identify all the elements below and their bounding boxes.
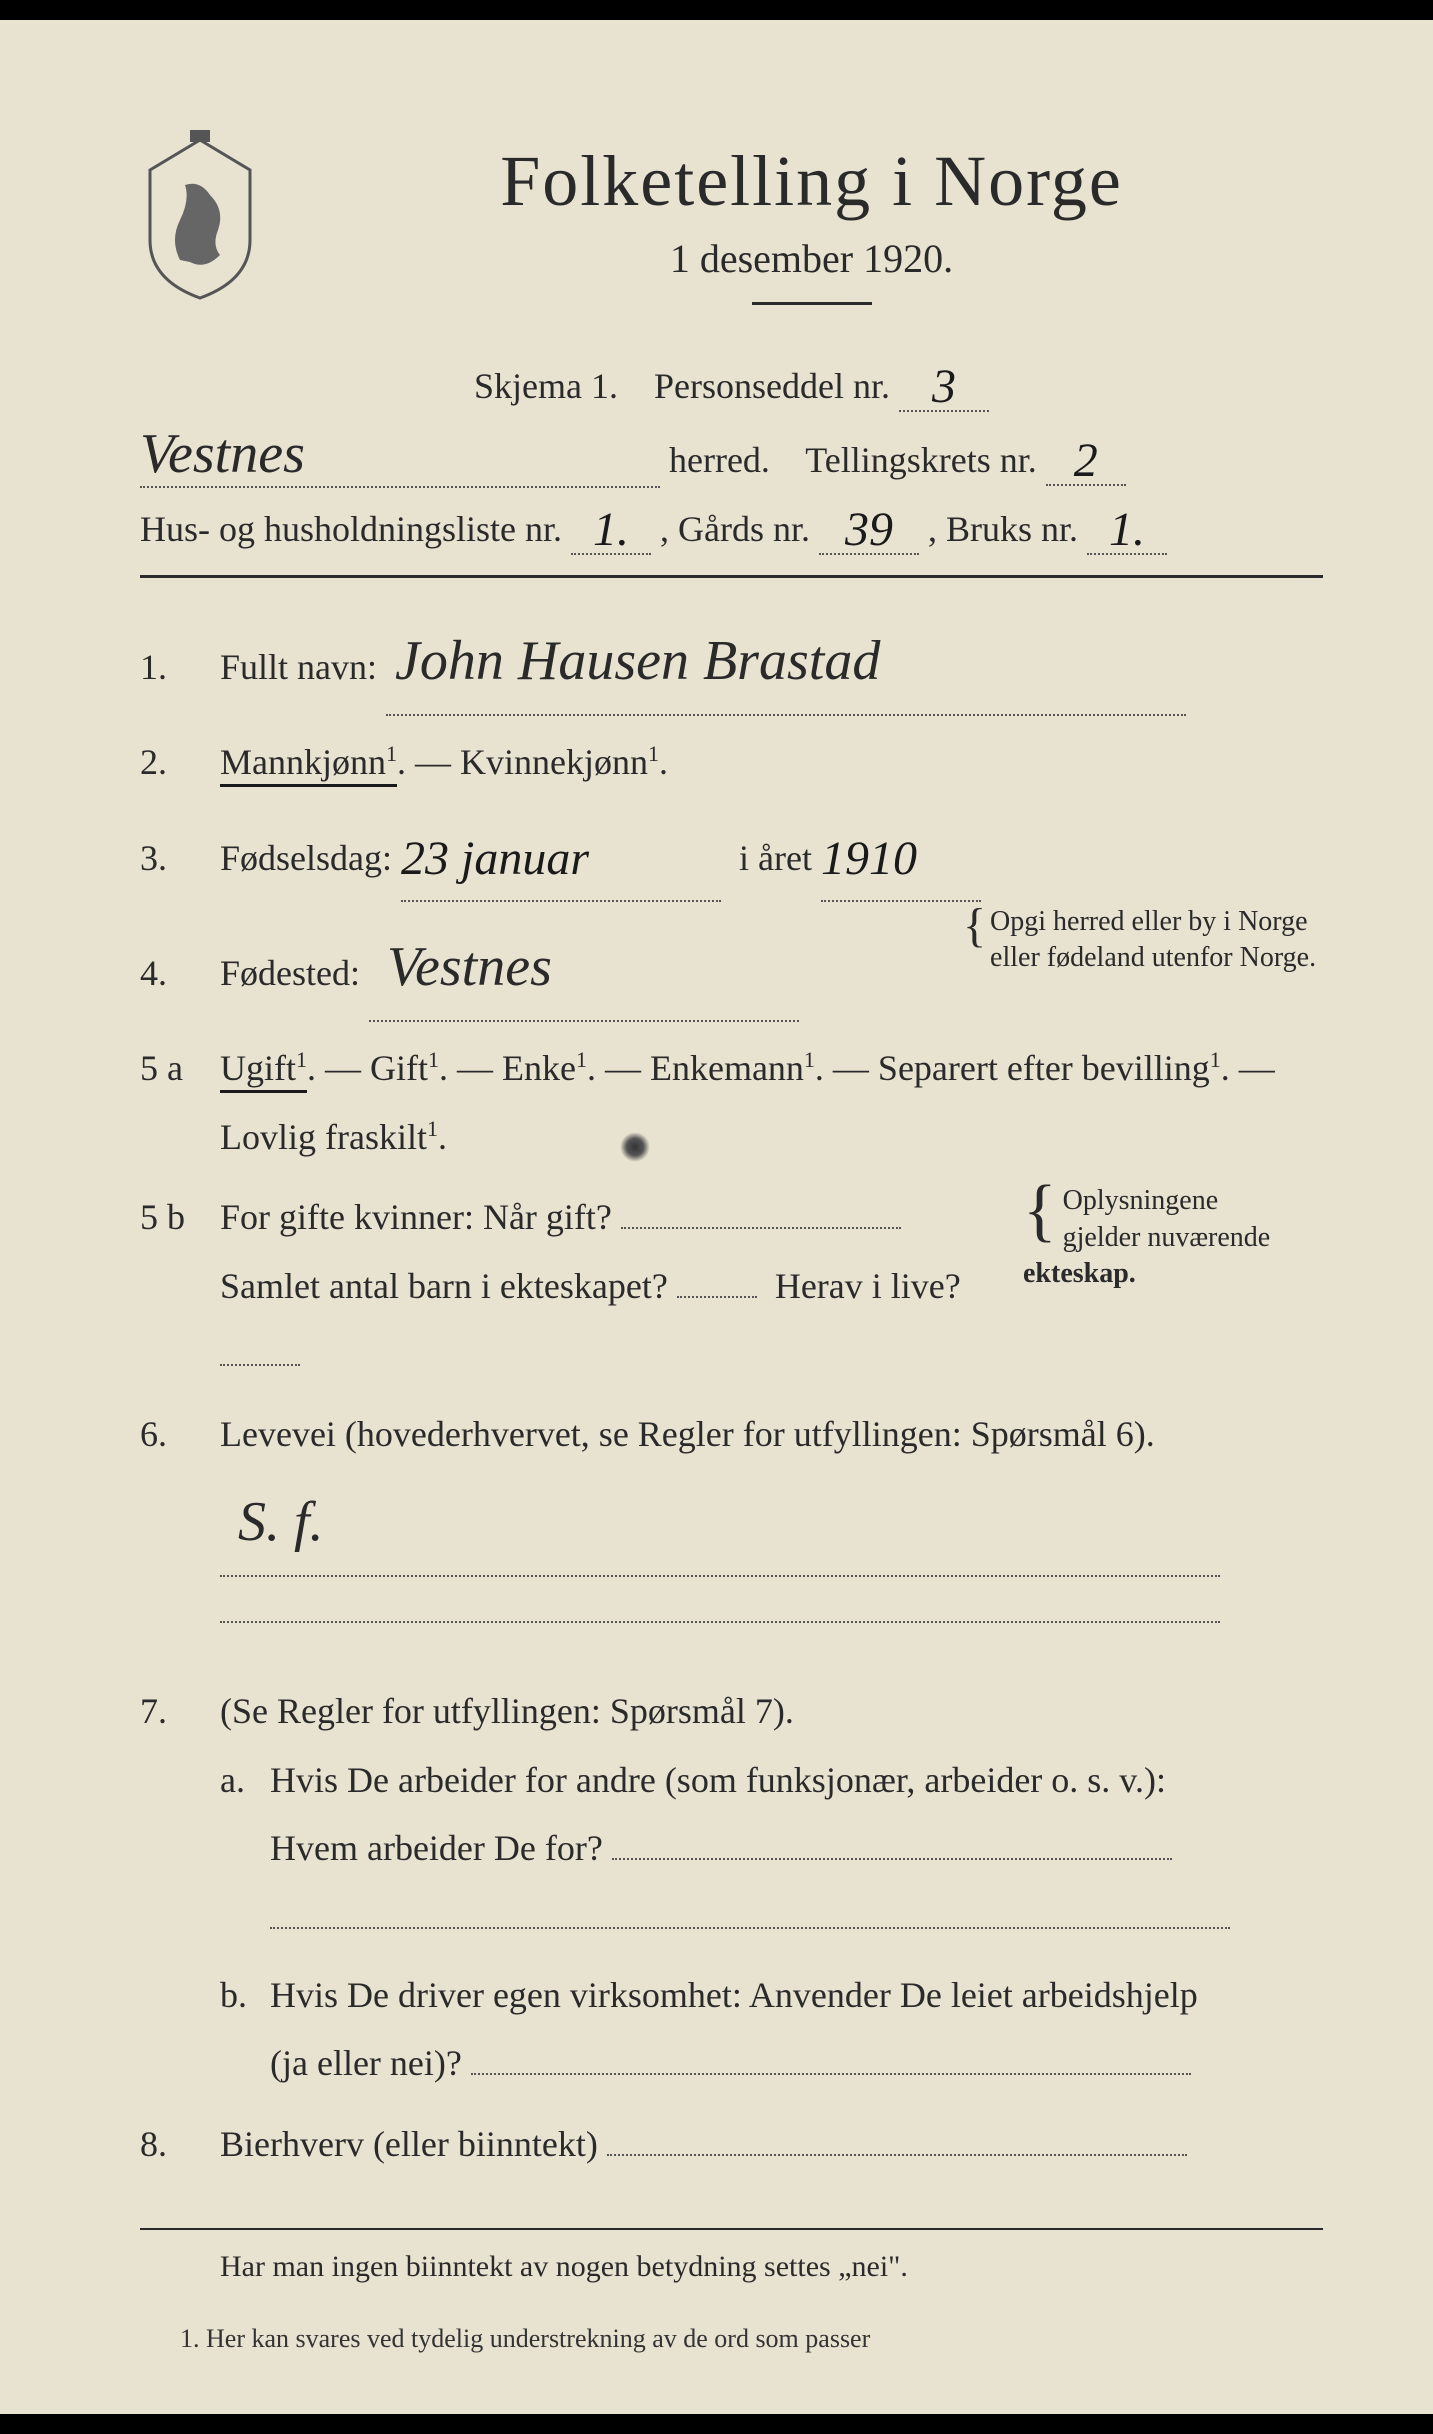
hus-val3: 1. [1109, 503, 1145, 556]
q5b-line2b: Herav i live? [775, 1266, 961, 1306]
main-title: Folketelling i Norge [300, 140, 1323, 223]
divider-main [140, 575, 1323, 578]
herred-line: Vestnes herred. Tellingskrets nr. 2 [140, 422, 1323, 488]
hus-line: Hus- og husholdningsliste nr. 1. , Gårds… [140, 498, 1323, 555]
personseddel-label: Personseddel nr. [654, 366, 890, 406]
hus-val2: 39 [845, 503, 893, 556]
tellingskrets-label: Tellingskrets nr. [805, 440, 1036, 480]
q4-label: Fødested: [220, 953, 360, 993]
footer-rule [140, 2228, 1323, 2230]
hus-label1: Hus- og husholdningsliste nr. [140, 509, 562, 549]
q3-year: 1910 [821, 832, 917, 885]
q3-mid: i året [739, 838, 812, 878]
q8-label: Bierhverv (eller biinntekt) [220, 2124, 598, 2164]
q2-opt1: Mannkjønn1 [220, 742, 397, 787]
q7-intro: (Se Regler for utfyllingen: Spørsmål 7). [220, 1691, 794, 1731]
footer-note: Har man ingen biinntekt av nogen betydni… [140, 2250, 1323, 2284]
q6-num: 6. [140, 1400, 220, 1468]
hus-label2: , Gårds nr. [660, 509, 810, 549]
title-block: Folketelling i Norge 1 desember 1920. [300, 130, 1323, 345]
q4-note: { Opgi herred eller by i Norge eller fød… [963, 904, 1323, 977]
herred-value: Vestnes [140, 423, 305, 485]
q7b-l2: (ja eller nei)? [270, 2043, 462, 2083]
herred-label: herred. [669, 440, 770, 480]
q4: 4. { Opgi herred eller by i Norge eller … [140, 914, 1323, 1022]
header: Folketelling i Norge 1 desember 1920. [140, 130, 1323, 345]
q2: 2. Mannkjønn1. — Kvinnekjønn1. [140, 728, 1323, 796]
hus-val1: 1. [593, 503, 629, 556]
q4-num: 4. [140, 939, 220, 1007]
ink-smudge [620, 1132, 650, 1162]
q6-label: Levevei (hovederhvervet, se Regler for u… [220, 1414, 1155, 1454]
q6: 6. Levevei (hovederhvervet, se Regler fo… [140, 1400, 1323, 1645]
q8: 8. Bierhverv (eller biinntekt) [140, 2110, 1323, 2178]
census-form-page: Folketelling i Norge 1 desember 1920. Sk… [0, 20, 1433, 2414]
q5b-note: { Oplysningene gjelder nuværende ekteska… [1023, 1183, 1323, 1292]
q5a-opt1: Ugift1 [220, 1048, 307, 1093]
q7: 7. (Se Regler for utfyllingen: Spørsmål … [140, 1677, 1323, 2097]
skjema-line: Skjema 1. Personseddel nr. 3 [140, 355, 1323, 412]
coat-of-arms-icon [140, 130, 260, 300]
skjema-label-left: Skjema 1. [474, 366, 618, 406]
q1: 1. Fullt navn: John Hausen Brastad [140, 608, 1323, 716]
subtitle: 1 desember 1920. [300, 235, 1323, 282]
q5b-line2a: Samlet antal barn i ekteskapet? [220, 1266, 668, 1306]
q7-num: 7. [140, 1677, 220, 1745]
q7b-num: b. [220, 1961, 270, 2098]
tellingskrets-value: 2 [1074, 434, 1098, 487]
q7b-l1: Hvis De driver egen virksomhet: Anvender… [270, 1975, 1198, 2015]
q5b-num: 5 b [140, 1183, 220, 1251]
q3: 3. Fødselsdag: 23 januar i året 1910 [140, 809, 1323, 902]
q5a-opt4: Enkemann1 [650, 1048, 815, 1088]
q3-day: 23 januar [401, 832, 589, 885]
q5b-line1: For gifte kvinner: Når gift? [220, 1197, 612, 1237]
title-rule [752, 302, 872, 305]
q4-value: Vestnes [387, 936, 552, 998]
q6-value: S. f. [238, 1491, 324, 1553]
q5a-opt2: Gift1 [370, 1048, 439, 1088]
q2-num: 2. [140, 728, 220, 796]
q7a-l1: Hvis De arbeider for andre (som funksjon… [270, 1760, 1166, 1800]
personseddel-value: 3 [932, 360, 956, 413]
q5a-opt3: Enke1 [502, 1048, 587, 1088]
q5a-opt5: Separert efter bevilling1 [878, 1048, 1221, 1088]
q3-num: 3. [140, 824, 220, 892]
q1-label: Fullt navn: [220, 647, 377, 687]
q7a-num: a. [220, 1746, 270, 1951]
q2-opt2: Kvinnekjønn1 [460, 742, 659, 782]
q5a-opt6: Lovlig fraskilt1 [220, 1117, 438, 1157]
q1-num: 1. [140, 633, 220, 701]
q8-num: 8. [140, 2110, 220, 2178]
hus-label3: , Bruks nr. [928, 509, 1078, 549]
q1-value: John Hausen Brastad [395, 630, 880, 692]
q3-label: Fødselsdag: [220, 838, 392, 878]
q7a-l2: Hvem arbeider De for? [270, 1828, 603, 1868]
q5a: 5 a Ugift1. — Gift1. — Enke1. — Enkemann… [140, 1034, 1323, 1171]
q5a-num: 5 a [140, 1034, 220, 1102]
footnote-cut: 1. Her kan svares ved tydelig understrek… [140, 2324, 1323, 2354]
q5b: 5 b { Oplysningene gjelder nuværende ekt… [140, 1183, 1323, 1388]
